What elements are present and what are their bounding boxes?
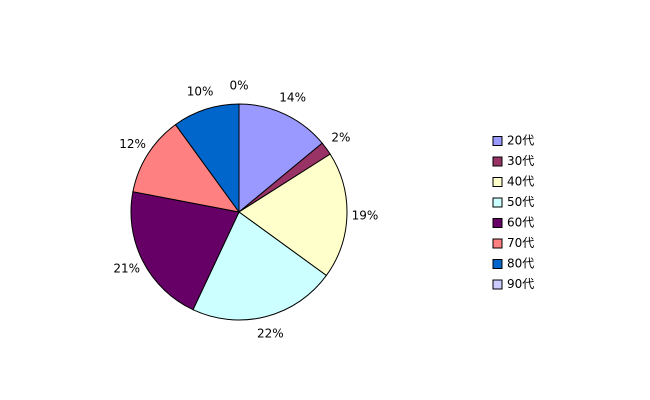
- data-label: 14%: [279, 90, 306, 104]
- data-label: 19%: [352, 208, 379, 222]
- pie-slice: [238, 153, 348, 277]
- data-label: 12%: [119, 137, 146, 151]
- legend-label: 80代: [507, 257, 534, 271]
- legend-swatch: [492, 279, 503, 290]
- legend-label: 20代: [507, 134, 534, 148]
- legend-swatch: [492, 238, 503, 249]
- data-label: 10%: [187, 85, 214, 99]
- legend-label: 90代: [507, 277, 534, 291]
- legend-label: 40代: [507, 175, 534, 189]
- legend-label: 70代: [507, 236, 534, 250]
- legend-label: 50代: [507, 195, 534, 209]
- legend-label: 30代: [507, 154, 534, 168]
- data-label: 0%: [229, 79, 248, 93]
- legend-swatch: [492, 156, 503, 167]
- data-label: 22%: [257, 327, 284, 341]
- data-label: 2%: [331, 130, 350, 144]
- legend-swatch: [492, 177, 503, 187]
- pie-slice: [130, 191, 240, 311]
- legend-label: 60代: [507, 216, 534, 230]
- pie-slice: [238, 103, 323, 214]
- data-label: 21%: [113, 262, 140, 276]
- pie-slice: [132, 123, 241, 213]
- legend-swatch: [492, 259, 503, 269]
- legend-swatch: [492, 197, 503, 208]
- legend-swatch: [492, 218, 503, 228]
- legend-swatch: [492, 136, 503, 146]
